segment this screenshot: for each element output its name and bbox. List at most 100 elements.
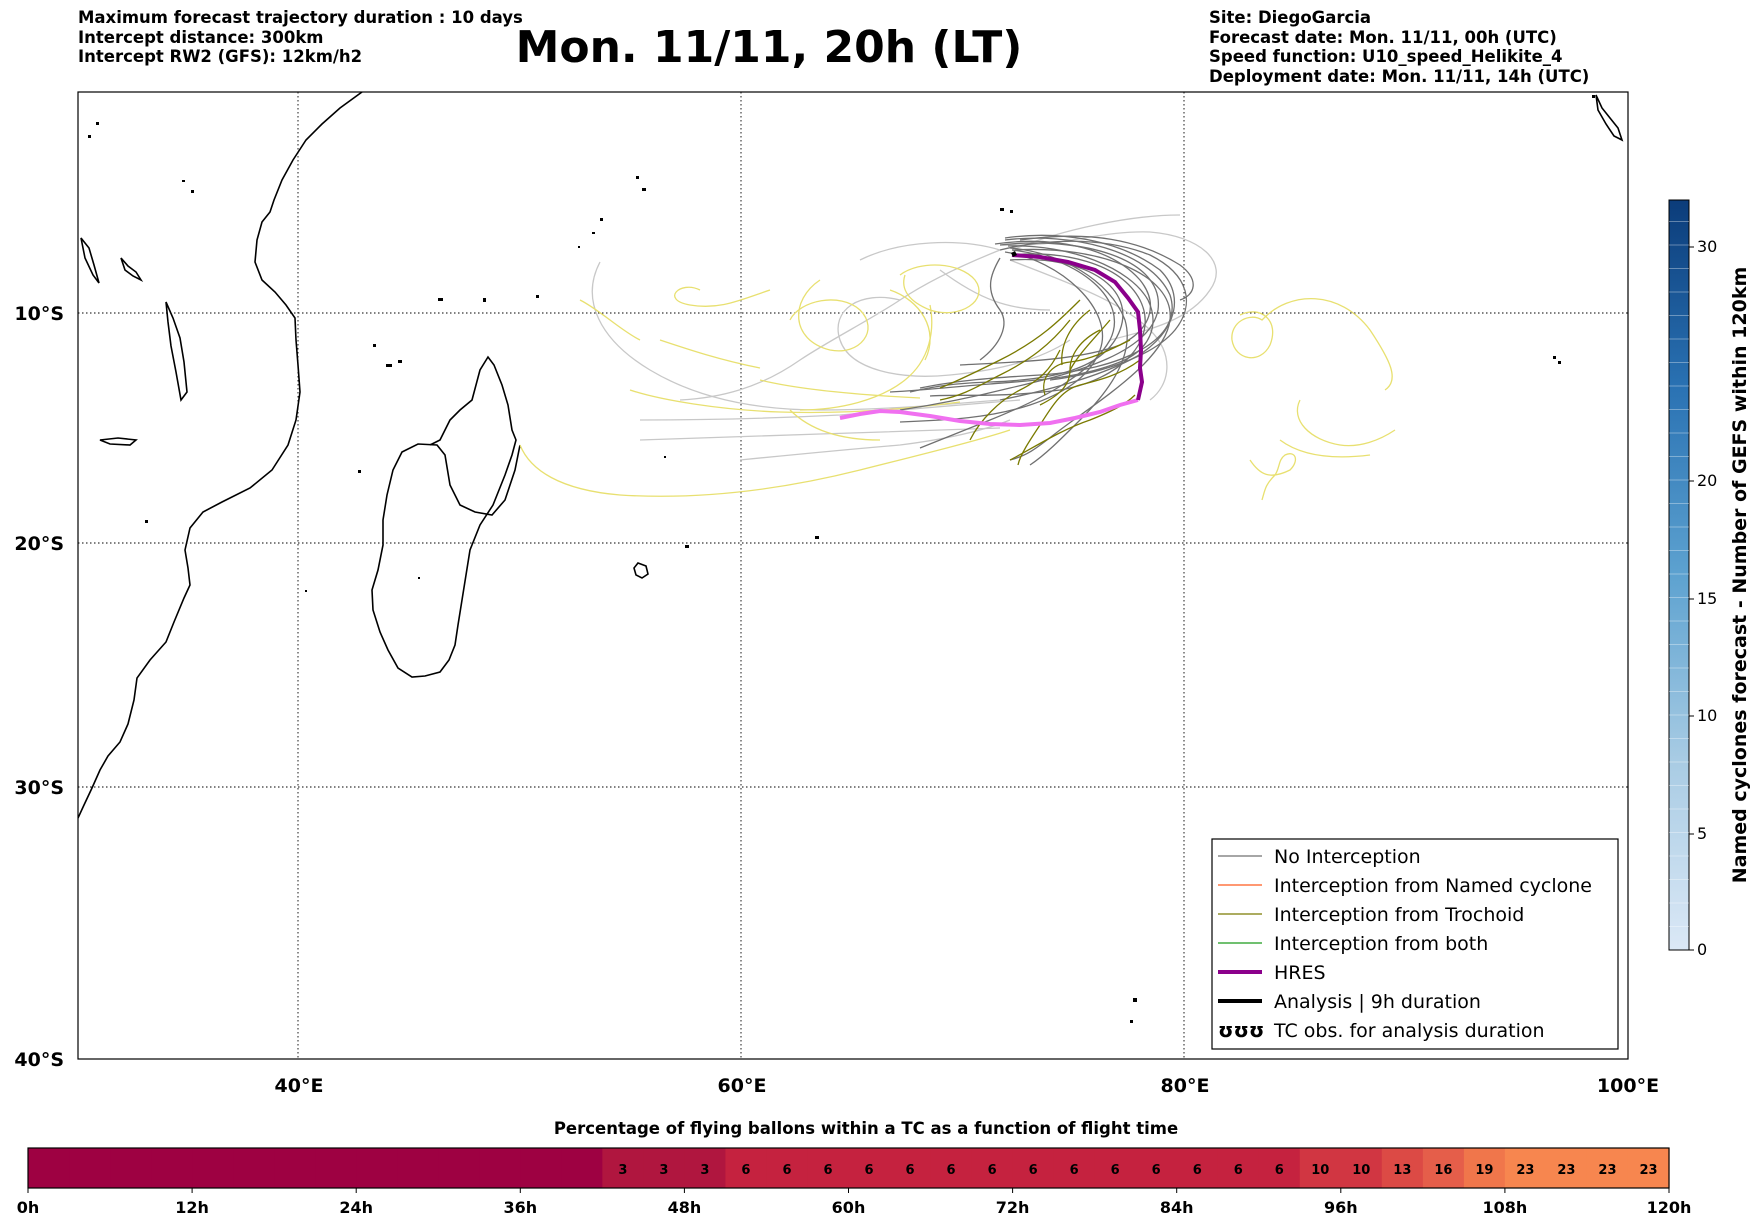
trochoid-trajectory-8 [1069,319,1111,371]
light-gray-trajectory-4 [639,427,1001,441]
light-gray-trajectory-9 [1009,259,1168,401]
colorbar-tick-0: 0 [1697,940,1707,959]
colorbar-ticks: 0 5 10 15 20 30 [1689,237,1717,959]
percentage-cell [438,1148,480,1188]
percentage-value: 16 [1434,1163,1452,1178]
percentage-cell [930,1148,973,1188]
trochoid-trajectory-6 [939,319,1071,401]
percentage-value: 6 [823,1163,832,1178]
percentage-cell [1586,1148,1629,1188]
trajectories-no-interception [889,234,1194,466]
legend-label-trochoid: Interception from Trochoid [1274,904,1524,926]
coastline [78,92,1624,819]
speed-function-text: Speed function: U10_speed_Helikite_4 [1209,47,1563,66]
hres-trajectory-late [839,398,1139,428]
legend-box [1211,838,1619,1050]
percentage-cell [479,1148,521,1188]
trajectories-yellow [519,264,1396,501]
legend-label-both: Interception from both [1274,933,1488,955]
percentage-value: 3 [659,1163,668,1178]
percentage-value: 19 [1475,1163,1493,1178]
percentage-cell [725,1148,768,1188]
yellow-trajectory-3 [674,286,771,307]
lat-label-30s: 30°S [14,777,64,799]
percentage-value: 6 [1275,1163,1284,1178]
hres-trajectory [1011,253,1145,401]
lon-label-80e: 80°E [1161,1075,1210,1097]
time-label: 48h [668,1198,702,1217]
no-interception-trajectory-10 [959,240,1151,366]
percentage-value: 10 [1311,1163,1329,1178]
no-interception-trajectory-13 [899,251,1103,423]
legend: ʊʊʊ No Interception Interception from Na… [1211,838,1619,1050]
yellow-trajectory-13 [579,299,641,341]
percentage-cell [643,1148,685,1188]
title-text: Mon. 11/11, 20h (LT) [515,22,1023,73]
colorbar-tick-5: 5 [1697,824,1707,843]
lat-label-20s: 20°S [14,533,64,555]
yellow-trajectory-14 [789,409,881,441]
no-interception-trajectory-1 [929,253,1146,397]
time-label: 72h [996,1198,1030,1217]
percentage-cell [356,1148,398,1188]
light-gray-trajectory-8 [739,419,1011,461]
page-title: Mon. 11/11, 20h (LT) [0,22,1754,73]
percentage-cell [889,1148,932,1188]
light-gray-trajectory-3 [679,249,1001,401]
no-interception-trajectory-2 [919,237,1173,389]
percentage-cell [807,1148,850,1188]
percentage-cell [1545,1148,1588,1188]
time-label: 108h [1483,1198,1528,1217]
percentage-value: 6 [864,1163,873,1178]
percentage-value: 6 [1029,1163,1038,1178]
time-label: 120h [1647,1198,1692,1217]
percentage-cell [110,1148,152,1188]
percentage-cell [151,1148,193,1188]
site-text: Site: DiegoGarcia [1209,8,1372,27]
deployment-date-text: Deployment date: Mon. 11/11, 14h (UTC) [1209,66,1590,86]
percentage-cell [1258,1148,1301,1188]
time-label: 0h [17,1198,40,1217]
percentage-cell [1012,1148,1055,1188]
yellow-trajectory-10 [1249,453,1297,501]
legend-label-no-interception: No Interception [1274,846,1421,868]
colorbar-tick-10: 10 [1697,706,1717,725]
yellow-trajectory-8 [1296,399,1396,447]
percentage-value: 23 [1639,1163,1657,1178]
latitude-labels: 10°S 20°S 30°S 40°S [14,303,64,1071]
percentage-value: 6 [1152,1163,1161,1178]
colorbar-tick-15: 15 [1697,589,1717,608]
yellow-trajectory-6 [799,304,933,411]
percentage-cell [1217,1148,1260,1188]
percentage-value: 3 [618,1163,627,1178]
yellow-trajectory-9 [1279,439,1371,458]
trochoid-trajectory-2 [1043,339,1131,396]
trochoid-trajectory-4 [1061,309,1091,366]
colorbar-tick-20: 20 [1697,471,1717,490]
legend-label-named-cyclone: Interception from Named cyclone [1274,875,1592,897]
percentage-value: 6 [988,1163,997,1178]
analysis-trajectory [1010,250,1018,258]
percentage-value: 6 [906,1163,915,1178]
time-label: 60h [832,1198,866,1217]
lon-label-100e: 100°E [1597,1075,1659,1097]
yellow-trajectory-12 [759,379,921,399]
percentage-value: 6 [1193,1163,1202,1178]
percentage-value: 10 [1352,1163,1370,1178]
colorbar-label: Named cyclones forecast - Number of GEFS… [1729,267,1751,884]
no-interception-trajectory-9 [1009,247,1128,466]
percentage-cell [274,1148,316,1188]
percentage-cell [1176,1148,1219,1188]
intercept-distance-text: Intercept distance: 300km [78,27,324,47]
no-interception-trajectory-3 [899,242,1159,411]
no-interception-trajectory-7 [919,249,1116,449]
legend-label-hres: HRES [1274,962,1326,984]
no-interception-trajectory-8 [999,240,1188,381]
percentage-value: 6 [1111,1163,1120,1178]
percentage-cell [233,1148,275,1188]
trajectory-parameters: Maximum forecast trajectory duration : 1… [78,8,523,67]
percentage-bar-title: Percentage of flying ballons within a TC… [554,1119,1178,1138]
percentage-cell [1422,1148,1465,1188]
lat-label-40s: 40°S [14,1049,64,1071]
